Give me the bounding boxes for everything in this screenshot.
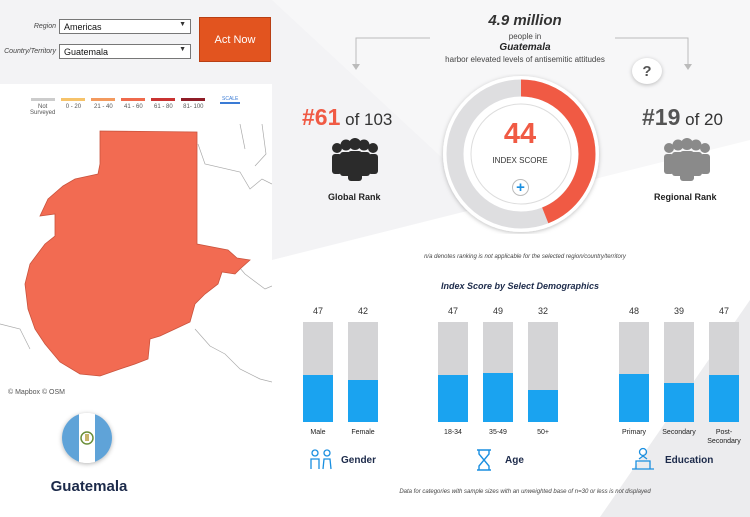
legend-swatch bbox=[121, 98, 146, 101]
bar-fill bbox=[483, 373, 513, 422]
question-icon[interactable]: ? bbox=[632, 58, 662, 84]
global-rank-label: Global Rank bbox=[328, 192, 381, 202]
bar-value-label: 42 bbox=[357, 306, 368, 316]
bar-track[interactable] bbox=[438, 322, 468, 422]
bar-track[interactable] bbox=[664, 322, 694, 422]
legend-item: 0 - 20 bbox=[61, 98, 86, 116]
legend-label: 61 - 80 bbox=[154, 104, 173, 110]
bar-fill bbox=[619, 374, 649, 422]
bar-category-label: 50+ bbox=[537, 429, 549, 436]
bar-fill bbox=[303, 375, 333, 422]
age-label: Age bbox=[505, 455, 524, 466]
legend-item: 61 - 80 bbox=[151, 98, 176, 116]
bar-category-label: 18-34 bbox=[444, 429, 462, 436]
region-label: Region bbox=[33, 23, 56, 30]
bar-value-label: 39 bbox=[673, 306, 684, 316]
region-select[interactable]: Americas ▼ bbox=[59, 19, 191, 34]
people-group-icon bbox=[664, 138, 710, 181]
map-credit: © Mapbox © OSM bbox=[8, 389, 65, 396]
index-score-donut[interactable] bbox=[438, 74, 604, 234]
legend-swatch bbox=[91, 98, 116, 101]
bar-category-label: Primary bbox=[621, 429, 647, 436]
bar-fill bbox=[528, 390, 558, 422]
map-legend: Not Surveyed 0 - 20 21 - 40 41 - 60 61 - 80 8… bbox=[30, 98, 206, 116]
bar-track[interactable] bbox=[303, 322, 333, 422]
population-line1: people in bbox=[508, 32, 542, 41]
population-number: 4.9 million bbox=[488, 12, 562, 29]
demographics-title: Index Score by Select Demographics bbox=[440, 281, 600, 291]
bar-category-label: Secondary bbox=[662, 429, 696, 436]
bar-value-label: 32 bbox=[537, 306, 548, 316]
plus-icon[interactable]: + bbox=[512, 179, 529, 196]
scale-icon[interactable]: SCALE bbox=[220, 96, 241, 104]
legend-swatch bbox=[181, 98, 206, 101]
region-value: Americas bbox=[64, 22, 102, 32]
legend-item: 81- 100 bbox=[181, 98, 206, 116]
bar-track[interactable] bbox=[709, 322, 739, 422]
flag-icon bbox=[62, 413, 112, 463]
bar-track[interactable] bbox=[619, 322, 649, 422]
country-select[interactable]: Guatemala ▼ bbox=[59, 44, 191, 59]
bar-category-label: Female bbox=[351, 429, 375, 436]
legend-item: 41 - 60 bbox=[121, 98, 146, 116]
bar-value-label: 48 bbox=[628, 306, 639, 316]
global-rank-number: #61 bbox=[302, 104, 341, 130]
gender-label: Gender bbox=[341, 455, 377, 466]
global-rank: #61 of 103 bbox=[302, 104, 392, 131]
bar-value-label: 47 bbox=[718, 306, 729, 316]
regional-rank-number: #19 bbox=[642, 104, 681, 130]
bar-value-label: 47 bbox=[312, 306, 323, 316]
legend-item: Not Surveyed bbox=[30, 98, 55, 116]
legend-swatch bbox=[61, 98, 86, 101]
index-score-value: 44 bbox=[503, 118, 537, 150]
legend-label: Not Surveyed bbox=[30, 104, 56, 116]
country-map[interactable] bbox=[0, 124, 272, 389]
legend-label: 0 - 20 bbox=[65, 104, 82, 110]
footer-note: Data for categories with sample sizes wi… bbox=[399, 489, 651, 495]
act-now-button[interactable]: Act Now bbox=[199, 17, 271, 62]
bar-track[interactable] bbox=[483, 322, 513, 422]
chevron-down-icon: ▼ bbox=[179, 21, 186, 28]
chevron-down-icon: ▼ bbox=[179, 46, 186, 53]
population-line3: harbor elevated levels of antisemitic at… bbox=[445, 55, 605, 64]
regional-rank: #19 of 20 bbox=[642, 104, 723, 131]
bar-category-label: 35-49 bbox=[489, 429, 507, 436]
legend-label: 21 - 40 bbox=[94, 104, 113, 110]
bar-track[interactable] bbox=[528, 322, 558, 422]
education-label: Education bbox=[665, 455, 714, 466]
bar-fill bbox=[664, 383, 694, 422]
bar-value-label: 47 bbox=[447, 306, 458, 316]
regional-rank-label: Regional Rank bbox=[654, 192, 717, 202]
country-name: Guatemala bbox=[50, 478, 128, 495]
legend-label: 41 - 60 bbox=[124, 104, 143, 110]
bar-fill bbox=[709, 375, 739, 422]
bar-category-label: Male bbox=[310, 429, 326, 436]
global-rank-of: of 103 bbox=[345, 110, 393, 129]
na-note: n/a denotes ranking is not applicable fo… bbox=[424, 254, 626, 260]
guatemala-shape bbox=[24, 130, 251, 377]
gender-icon bbox=[310, 449, 332, 470]
country-label: Country/Territory bbox=[4, 48, 56, 55]
education-icon bbox=[632, 447, 654, 470]
legend-swatch bbox=[30, 98, 55, 101]
bar-value-label: 49 bbox=[492, 306, 503, 316]
connector-lines bbox=[352, 37, 692, 70]
regional-rank-of: of 20 bbox=[685, 110, 723, 129]
legend-swatch bbox=[151, 98, 176, 101]
bar-category-label: Post- Secondary bbox=[707, 429, 741, 445]
legend-item: 21 - 40 bbox=[91, 98, 116, 116]
bar-fill bbox=[348, 380, 378, 422]
hourglass-icon bbox=[477, 449, 491, 471]
population-country: Guatemala bbox=[499, 42, 551, 53]
country-value: Guatemala bbox=[64, 47, 109, 57]
map-panel: Not Surveyed 0 - 20 21 - 40 41 - 60 61 - 80 8… bbox=[0, 84, 272, 517]
people-group-icon bbox=[332, 138, 378, 181]
bar-track[interactable] bbox=[348, 322, 378, 422]
legend-label: 81- 100 bbox=[183, 104, 204, 110]
bar-fill bbox=[438, 375, 468, 422]
index-score-label: INDEX SCORE bbox=[492, 156, 548, 165]
